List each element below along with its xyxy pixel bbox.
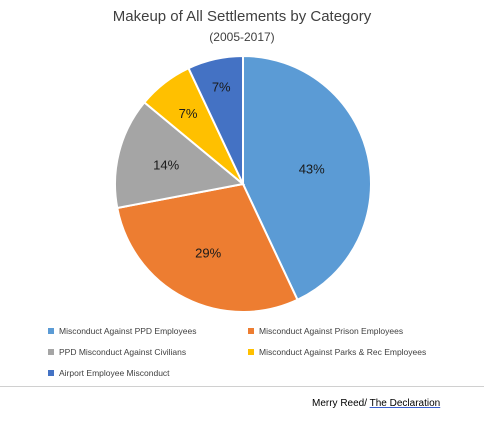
pie-slice — [242, 54, 372, 302]
legend-item-ppd-employees: Misconduct Against PPD Employees — [48, 326, 196, 336]
legend-swatch — [248, 328, 254, 334]
pie-slice — [114, 101, 246, 210]
legend-swatch — [48, 349, 54, 355]
legend-item-civilians: PPD Misconduct Against Civilians — [48, 347, 186, 357]
pie-slice — [116, 182, 299, 313]
legend-swatch — [248, 349, 254, 355]
pie-slices — [114, 54, 372, 313]
legend-swatch — [48, 328, 54, 334]
pie-slice-label: 29% — [195, 245, 221, 260]
divider — [0, 386, 484, 387]
credit-outlet: The Declaration — [369, 398, 441, 409]
chart-subtitle: (2005-2017) — [209, 30, 275, 44]
legend-item-airport: Airport Employee Misconduct — [48, 368, 170, 378]
credit-author: Merry Reed/ — [312, 398, 370, 409]
pie-slice-label: 43% — [299, 162, 325, 177]
legend-label: Misconduct Against Parks & Rec Employees — [259, 347, 427, 357]
legend-swatch — [48, 370, 54, 376]
legend-label: Misconduct Against Prison Employees — [259, 326, 404, 336]
pie-slice — [187, 54, 244, 185]
pie-slice-labels: 43% 29% 14% 7% 7% — [153, 80, 325, 261]
pie-chart: 43% 29% 14% 7% 7% — [114, 54, 372, 313]
legend-item-prison-employees: Misconduct Against Prison Employees — [248, 326, 403, 336]
pie-slice-label: 7% — [179, 106, 198, 121]
legend-label: Airport Employee Misconduct — [59, 368, 170, 378]
legend-label: Misconduct Against PPD Employees — [59, 326, 197, 336]
pie-slice-label: 7% — [212, 80, 231, 95]
legend-item-parks-rec: Misconduct Against Parks & Rec Employees — [248, 347, 426, 357]
chart-title: Makeup of All Settlements by Category — [112, 8, 372, 25]
credit-line: Merry Reed/ The Declaration — [312, 398, 440, 409]
legend-label: PPD Misconduct Against Civilians — [59, 347, 187, 357]
pie-slice-label: 14% — [153, 157, 179, 172]
